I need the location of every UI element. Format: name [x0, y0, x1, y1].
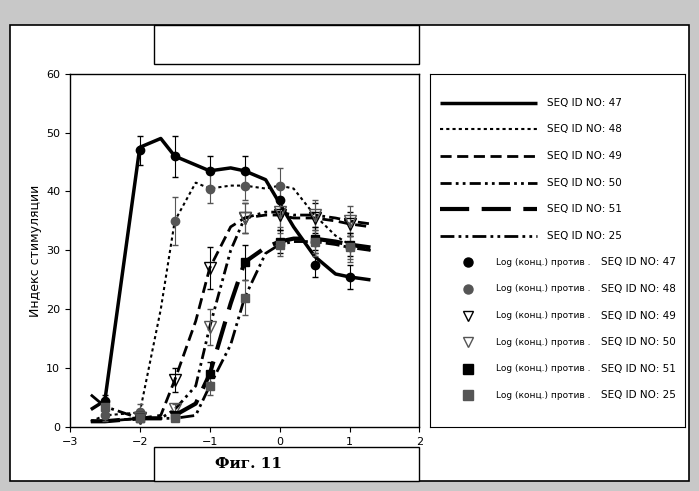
- Text: Log (конц.) против .: Log (конц.) против .: [496, 338, 591, 347]
- Text: SEQ ID NO: 50: SEQ ID NO: 50: [547, 178, 622, 188]
- Text: SEQ ID NO: 25: SEQ ID NO: 25: [601, 390, 676, 400]
- Text: SEQ ID NO: 48: SEQ ID NO: 48: [601, 284, 676, 294]
- Text: SEQ ID NO: 47: SEQ ID NO: 47: [547, 98, 622, 108]
- Text: SEQ ID NO: 25: SEQ ID NO: 25: [547, 231, 622, 241]
- Text: Log (конц.) против .: Log (конц.) против .: [496, 364, 591, 373]
- Text: Log (конц.) против .: Log (конц.) против .: [496, 258, 591, 267]
- Text: SEQ ID NO: 51: SEQ ID NO: 51: [601, 364, 676, 374]
- Text: SEQ ID NO: 50: SEQ ID NO: 50: [601, 337, 675, 347]
- Text: SEQ ID NO: 47: SEQ ID NO: 47: [601, 257, 676, 268]
- Text: Фиг. 11: Фиг. 11: [215, 457, 282, 471]
- Y-axis label: Индекс стимуляции: Индекс стимуляции: [29, 184, 42, 317]
- X-axis label: log ODN [мкМ]: log ODN [мкМ]: [193, 452, 296, 465]
- Text: SEQ ID NO: 49: SEQ ID NO: 49: [601, 310, 676, 321]
- Text: Log (конц.) против .: Log (конц.) против .: [496, 284, 591, 294]
- Text: SEQ ID NO: 48: SEQ ID NO: 48: [547, 124, 622, 135]
- Text: SEQ ID NO: 49: SEQ ID NO: 49: [547, 151, 622, 161]
- Text: Log (конц.) против .: Log (конц.) против .: [496, 311, 591, 320]
- Text: SEQ ID NO: 51: SEQ ID NO: 51: [547, 204, 622, 214]
- Text: Log (конц.) против .: Log (конц.) против .: [496, 391, 591, 400]
